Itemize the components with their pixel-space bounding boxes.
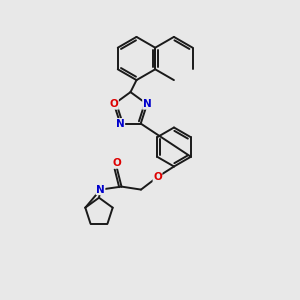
Text: O: O (153, 172, 162, 182)
Text: O: O (112, 158, 122, 168)
Text: N: N (143, 99, 152, 109)
Text: N: N (96, 184, 105, 195)
Text: N: N (116, 118, 124, 129)
Text: O: O (110, 99, 118, 109)
